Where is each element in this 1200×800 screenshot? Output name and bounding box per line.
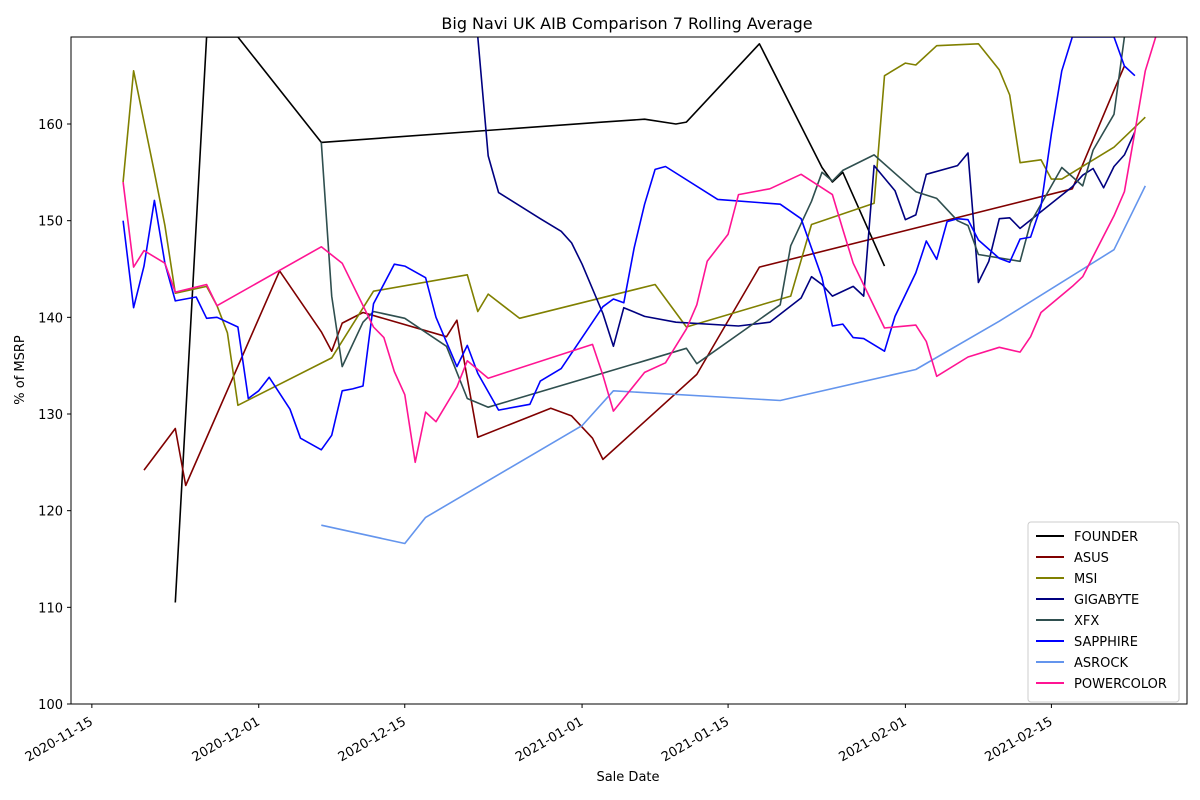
series-line-sapphire xyxy=(122,37,1136,451)
legend-label-gigabyte: GIGABYTE xyxy=(1074,593,1139,608)
legend: FOUNDER ASUS MSI GIGABYTE XFX SAPPHIRE ASROCK P… xyxy=(1027,521,1180,703)
y-tick-label: 160 xyxy=(38,118,63,133)
legend-label-powercolor: POWERCOLOR xyxy=(1074,677,1167,692)
series-line-powercolor xyxy=(122,37,1157,464)
y-tick-label: 100 xyxy=(38,698,63,713)
legend-label-asus: ASUS xyxy=(1074,551,1109,566)
series-layer xyxy=(122,37,1157,603)
y-tick-label: 110 xyxy=(38,601,63,616)
y-axis-ticks: 100 110 120 130 140 150 160 xyxy=(38,118,71,713)
y-tick-label: 140 xyxy=(38,311,63,326)
y-tick-label: 120 xyxy=(38,505,63,520)
legend-label-sapphire: SAPPHIRE xyxy=(1074,635,1138,650)
y-tick-label: 130 xyxy=(38,408,63,423)
y-axis-title: % of MSRP xyxy=(13,335,28,405)
plot-area-frame xyxy=(70,36,1188,705)
legend-label-asrock: ASROCK xyxy=(1074,656,1128,671)
series-line-xfx xyxy=(320,37,1126,409)
x-axis-title: Sale Date xyxy=(596,770,659,785)
series-line-asrock xyxy=(321,185,1147,545)
series-line-gigabyte xyxy=(477,37,1136,348)
legend-label-founder: FOUNDER xyxy=(1074,530,1138,545)
series-line-asus xyxy=(143,65,1126,487)
y-tick-label: 150 xyxy=(38,215,63,230)
legend-label-xfx: XFX xyxy=(1074,614,1099,629)
series-line-founder xyxy=(174,37,886,603)
chart-title: Big Navi UK AIB Comparison 7 Rolling Ave… xyxy=(441,14,812,33)
legend-label-msi: MSI xyxy=(1074,572,1097,587)
legend-box xyxy=(1027,521,1180,703)
